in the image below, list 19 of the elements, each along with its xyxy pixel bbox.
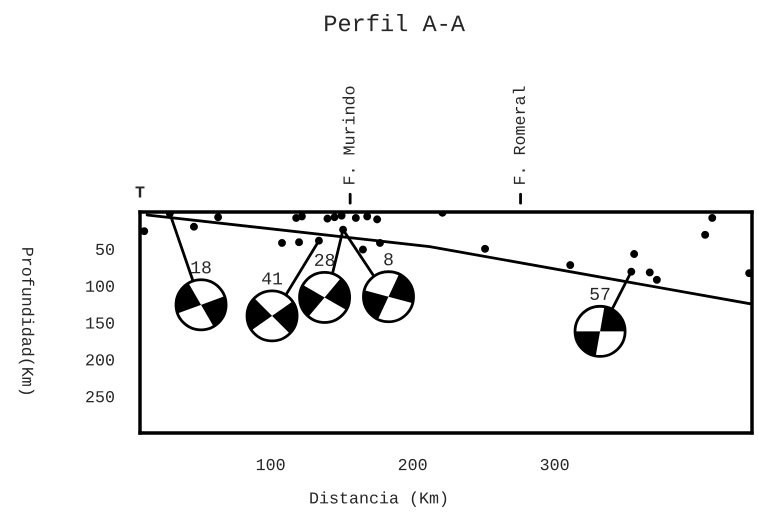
- annotation: 28: [315, 254, 334, 266]
- x-tick-label: 100: [256, 458, 285, 470]
- annotation: 18: [192, 261, 211, 274]
- y-tick-label: 150: [86, 317, 114, 329]
- x-axis-title: Distancia (Km): [310, 491, 446, 507]
- y-tick-label: 250: [86, 391, 114, 402]
- y-tick-label: 50: [96, 244, 114, 256]
- y-axis-title: Profundidad(Km): [18, 248, 34, 394]
- annotation: 8: [384, 253, 393, 266]
- annotation: 41: [262, 272, 282, 284]
- chart-title: Perfil A-A: [325, 14, 465, 32]
- x-tick-label: 300: [540, 458, 569, 470]
- ref-line-label: F. Romeral: [512, 86, 526, 184]
- annotation: 57: [590, 288, 610, 300]
- y-tick-label: 200: [86, 354, 114, 366]
- y-tick-label: 100: [86, 280, 114, 292]
- ref-line-label: F. Murindo: [342, 86, 355, 184]
- x-tick-label: 200: [398, 458, 427, 470]
- text: T: [135, 186, 145, 198]
